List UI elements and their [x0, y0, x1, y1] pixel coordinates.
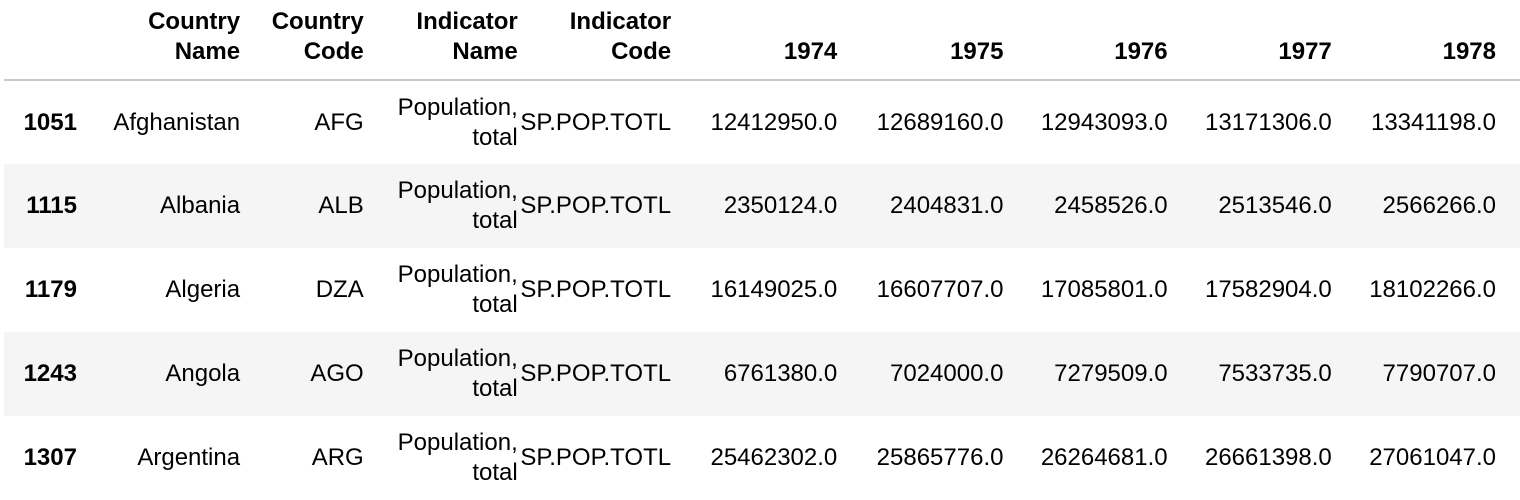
header-line: Country [148, 8, 241, 35]
cell-indicator-name: Population, total [364, 332, 518, 416]
cell-1976: 7279509.0 [1054, 360, 1168, 387]
cell-country-name: Angola [165, 360, 241, 387]
cell-1977: 7533735.0 [1218, 360, 1332, 387]
header-line: 1975 [950, 38, 1004, 65]
cell-1978: 13341198.0 [1370, 108, 1496, 136]
cell-1976: 17085801.0 [1040, 276, 1168, 303]
header-line: Code [303, 38, 364, 65]
table-row: 1051 Afghanistan AFG Population, total SP… [4, 80, 1520, 164]
cell-indicator-name: Population, total [364, 416, 518, 500]
header-row: Country Name Country Code Indicator Name In… [4, 0, 1520, 80]
cell-line: Population, [397, 93, 518, 121]
header-index [4, 0, 77, 80]
cell-1978: 18102266.0 [1369, 276, 1496, 303]
cell-1974: 25462302.0 [710, 444, 838, 471]
cell-line: Population, [397, 429, 518, 456]
cell-country-code: ARG [311, 444, 364, 471]
cell-indicator-name: Population, total [364, 248, 518, 332]
cell-1977: 26661398.0 [1204, 444, 1332, 471]
cell-1976: 26264681.0 [1040, 444, 1168, 471]
cell-1976: 12943093.0 [1040, 108, 1168, 136]
header-country-code: Country Code [240, 0, 364, 80]
row-index: 1051 [23, 108, 77, 136]
cell-indicator-name: Population, total [364, 164, 518, 248]
cell-indicator-code: SP.POP.TOTL [520, 276, 672, 303]
cell-1977: 2513546.0 [1218, 192, 1332, 219]
cell-1978: 27061047.0 [1369, 444, 1496, 471]
cell-1975: 2404831.0 [890, 192, 1004, 219]
cell-1974: 12412950.0 [710, 108, 838, 136]
cell-indicator-code: SP.POP.TOTL [520, 108, 672, 136]
header-1976: 1976 [1027, 0, 1191, 80]
cell-line: total [472, 375, 518, 402]
header-indicator-name: Indicator Name [364, 0, 518, 80]
cell-country-code: AFG [314, 108, 364, 136]
dataframe-table: Country Name Country Code Indicator Name In… [4, 0, 1520, 500]
header-line: Name [452, 38, 518, 65]
cell-1975: 12689160.0 [876, 108, 1004, 136]
cell-line: total [472, 459, 518, 486]
cell-country-code: ALB [318, 192, 364, 219]
header-line: 1978 [1442, 38, 1496, 65]
cell-country-code: DZA [315, 276, 364, 303]
cell-1977: 17582904.0 [1204, 276, 1332, 303]
cell-line: total [472, 291, 518, 318]
header-indicator-code: Indicator Code [518, 0, 695, 80]
row-index: 1115 [26, 192, 77, 219]
header-line: Indicator [569, 8, 672, 35]
cell-indicator-code: SP.POP.TOTL [520, 444, 672, 471]
cell-line: total [472, 207, 518, 234]
cell-country-name: Argentina [137, 444, 241, 471]
table-header: Country Name Country Code Indicator Name In… [4, 0, 1520, 80]
header-line: Name [174, 38, 241, 65]
header-1975: 1975 [861, 0, 1027, 80]
cell-indicator-name: Population, total [364, 80, 518, 164]
header-line: Country [271, 8, 364, 35]
cell-1974: 16149025.0 [710, 276, 838, 303]
cell-1975: 7024000.0 [890, 360, 1004, 387]
table-body: 1051 Afghanistan AFG Population, total SP… [4, 80, 1520, 500]
row-index: 1307 [23, 444, 77, 471]
cell-1978: 2566266.0 [1382, 192, 1496, 219]
header-1977: 1977 [1192, 0, 1356, 80]
cell-1974: 6761380.0 [723, 360, 838, 387]
cell-1978: 7790707.0 [1382, 360, 1496, 387]
cell-country-name: Albania [160, 192, 241, 219]
header-line: Code [611, 38, 672, 65]
cell-indicator-code: SP.POP.TOTL [520, 192, 672, 219]
cell-country-name: Afghanistan [113, 108, 241, 136]
cell-1975: 16607707.0 [876, 276, 1004, 303]
cell-1975: 25865776.0 [876, 444, 1004, 471]
header-line: 1976 [1114, 38, 1168, 65]
cell-line: Population, [397, 261, 518, 288]
cell-country-code: AGO [310, 360, 364, 387]
cell-line: Population, [397, 177, 518, 204]
table-row: 1179 Algeria DZA Population, total SP.POP… [4, 248, 1520, 332]
row-index: 1243 [23, 360, 77, 387]
cell-line: Population, [397, 345, 518, 372]
header-line: Indicator [416, 8, 518, 35]
cell-indicator-code: SP.POP.TOTL [520, 360, 672, 387]
cell-country-name: Algeria [165, 276, 241, 303]
header-1978: 1978 [1356, 0, 1520, 80]
cell-1977: 13171306.0 [1204, 108, 1332, 136]
cell-line: total [472, 123, 518, 151]
table-row: 1243 Angola AGO Population, total SP.POP.… [4, 332, 1520, 416]
header-line: 1977 [1278, 38, 1332, 65]
cell-1976: 2458526.0 [1054, 192, 1168, 219]
row-index: 1179 [24, 276, 77, 303]
table-row: 1307 Argentina ARG Population, total SP.P… [4, 416, 1520, 500]
table-row: 1115 Albania ALB Population, total SP.POP… [4, 164, 1520, 248]
header-1974: 1974 [695, 0, 861, 80]
header-line: 1974 [783, 38, 838, 65]
header-country-name: Country Name [77, 0, 240, 80]
cell-1974: 2350124.0 [723, 192, 838, 219]
